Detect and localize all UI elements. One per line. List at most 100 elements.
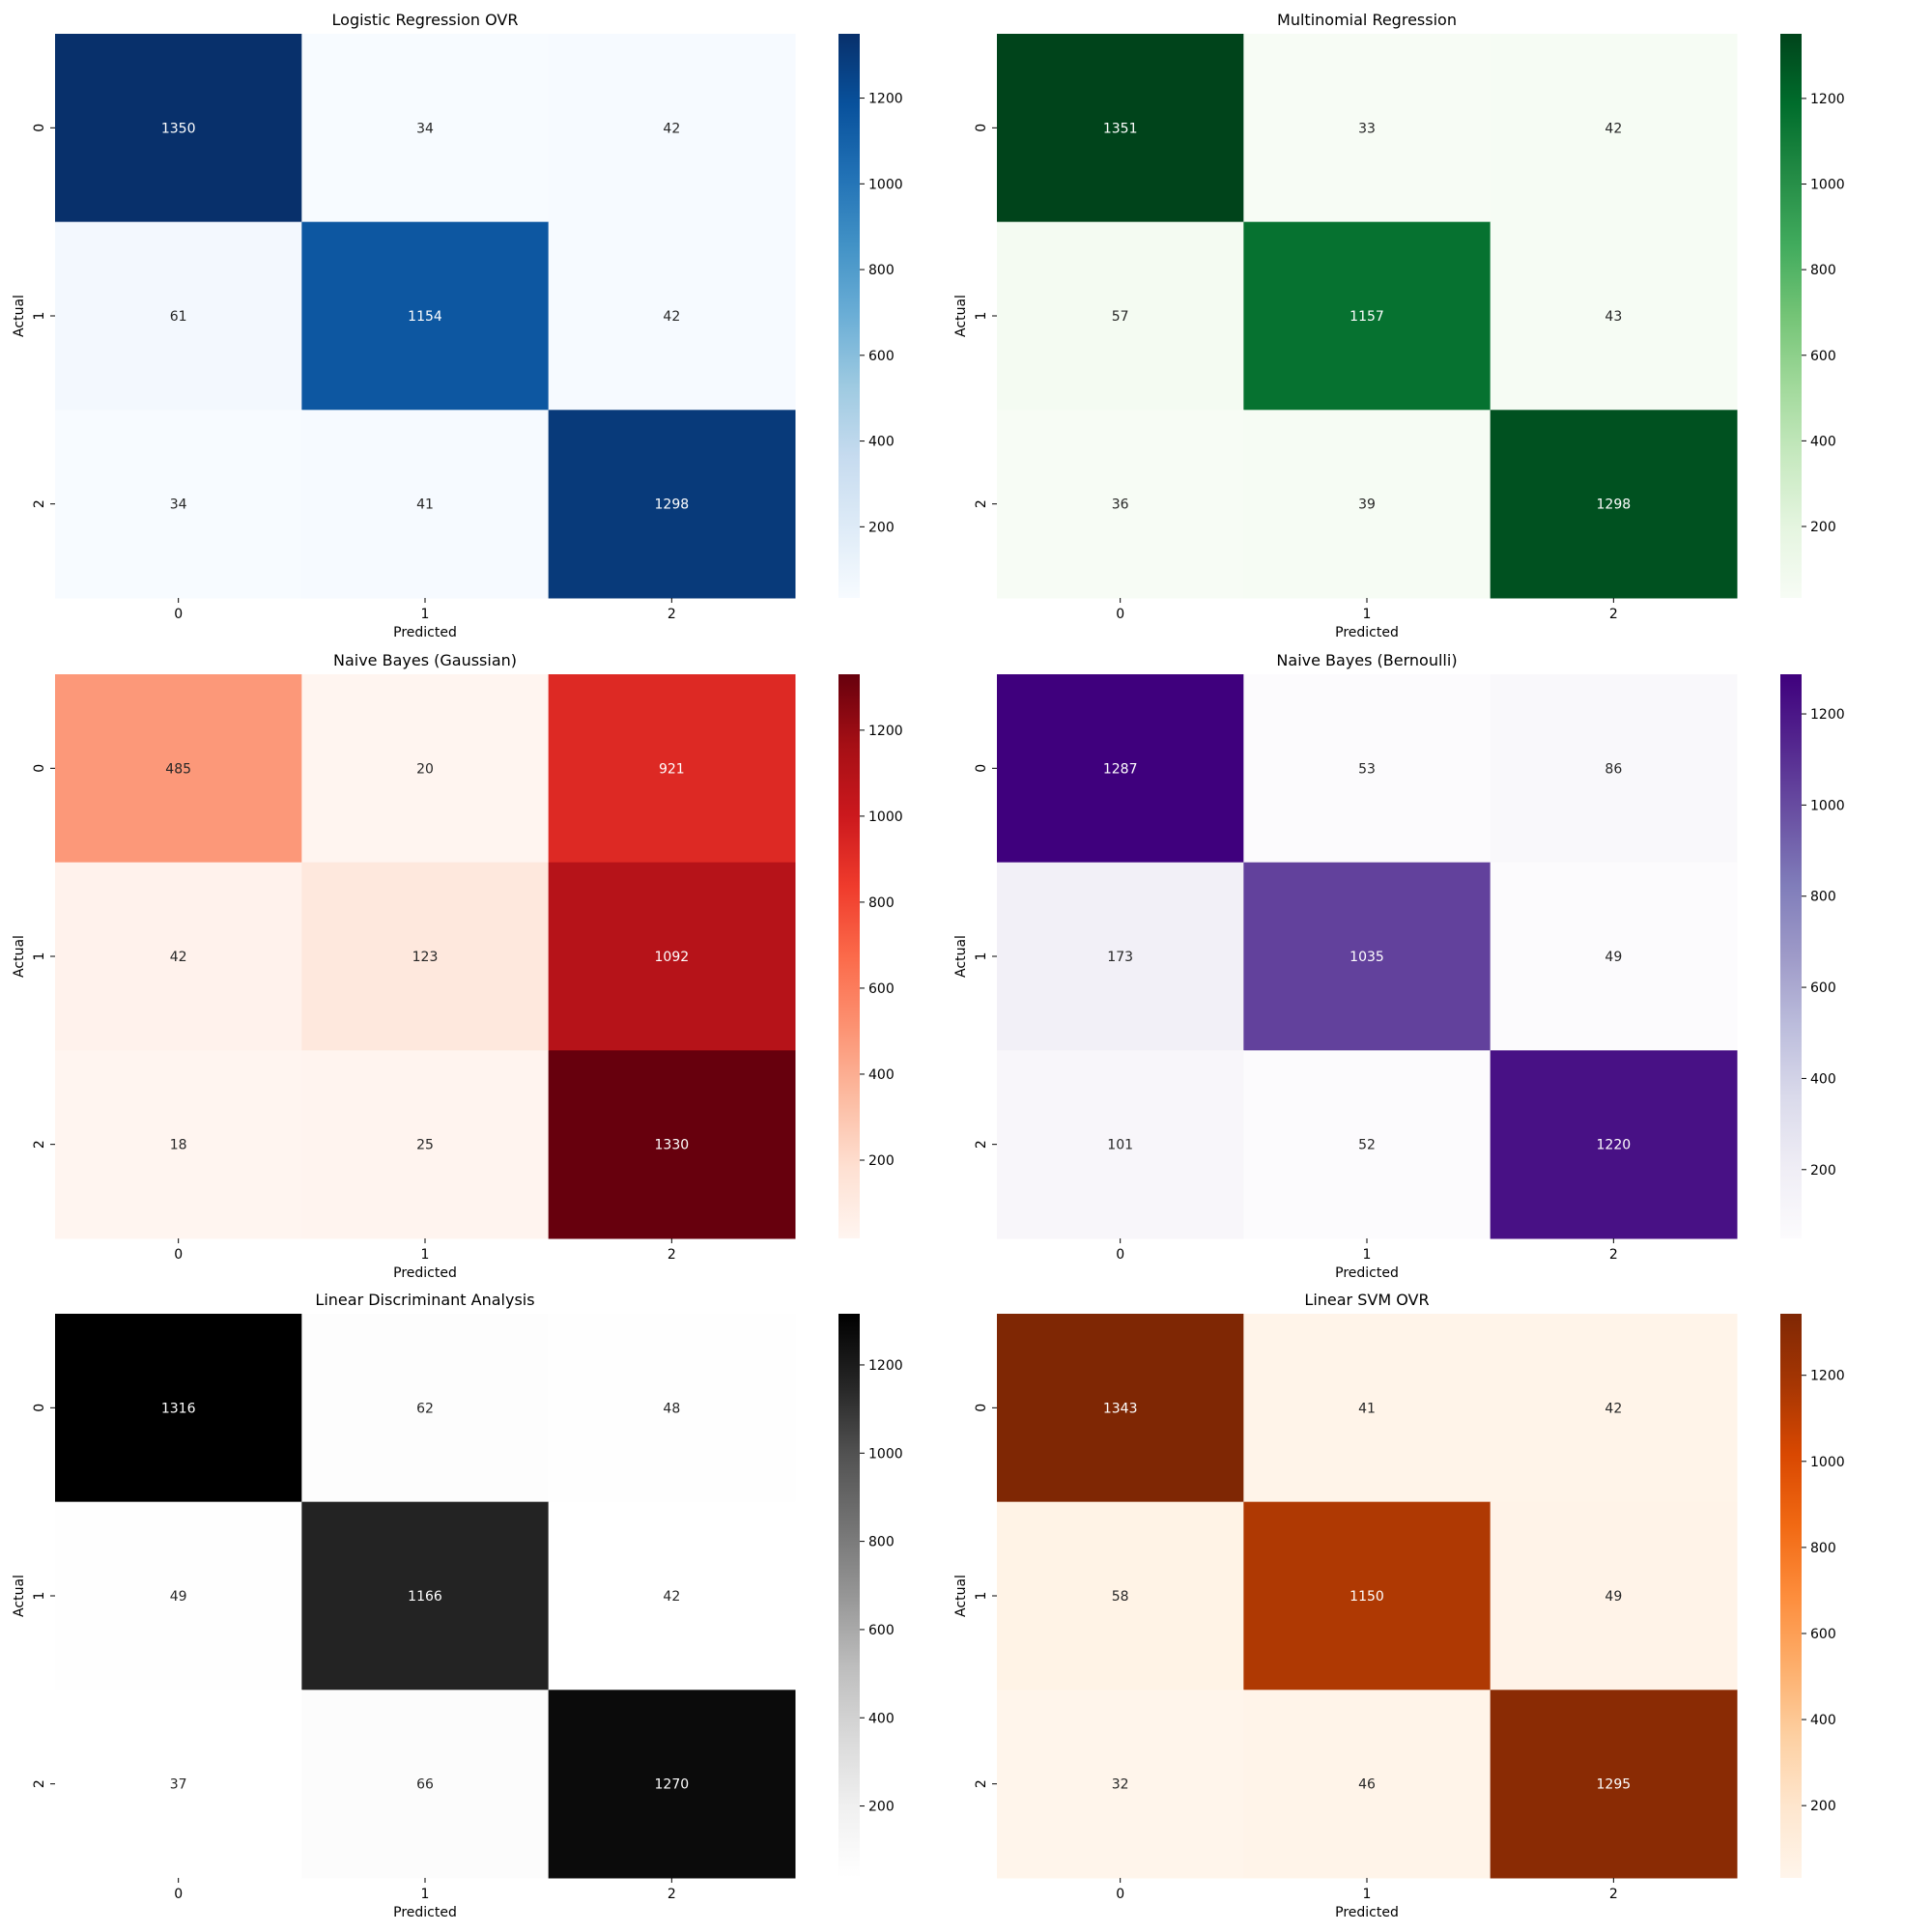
heatmap-cell xyxy=(1243,1314,1492,1503)
colorbar-tick-label: 1200 xyxy=(1810,707,1845,723)
cell-value-label: 42 xyxy=(1605,1401,1622,1416)
colorbar-tick-label: 200 xyxy=(1810,1799,1836,1814)
panel-title: Multinomial Regression xyxy=(1277,11,1457,29)
cell-value-label: 1295 xyxy=(1597,1777,1632,1793)
y-tick-label: 1 xyxy=(32,952,47,961)
cell-value-label: 18 xyxy=(170,1138,187,1153)
x-tick-label: 0 xyxy=(1116,1247,1124,1263)
cell-value-label: 1298 xyxy=(655,497,690,513)
cell-value-label: 1157 xyxy=(1350,309,1384,325)
cell-value-label: 37 xyxy=(170,1777,187,1793)
cell-value-label: 1298 xyxy=(1597,497,1632,513)
y-tick-label: 2 xyxy=(32,1140,47,1149)
cell-value-label: 1316 xyxy=(161,1401,196,1416)
heatmap-cell xyxy=(548,34,796,223)
cell-value-label: 1150 xyxy=(1350,1589,1384,1605)
x-tick-label: 1 xyxy=(1363,1887,1372,1902)
y-tick-label: 0 xyxy=(32,1404,47,1412)
cell-value-label: 42 xyxy=(663,1589,680,1605)
colorbar xyxy=(1780,674,1802,1238)
cell-value-label: 49 xyxy=(1605,950,1622,965)
heatmap-cell xyxy=(1243,34,1492,223)
cell-value-label: 1351 xyxy=(1103,121,1138,136)
colorbar-tick-label: 600 xyxy=(868,349,895,364)
colorbar-tick-label: 1200 xyxy=(1810,1369,1845,1384)
colorbar-tick-label: 1200 xyxy=(868,724,903,739)
heatmap-cell xyxy=(548,1314,796,1503)
heatmap-panel-5: 1343 41 42 58 1150 49 32 46 1295 Linear SVM OVR 0 1… xyxy=(953,1291,1845,1920)
heatmap-cell xyxy=(1243,1050,1492,1239)
x-tick-label: 0 xyxy=(1116,607,1124,622)
heatmap-cell xyxy=(1243,674,1492,864)
colorbar-tick-label: 800 xyxy=(1810,1541,1836,1556)
cell-value-label: 41 xyxy=(416,497,434,513)
y-tick-label: 2 xyxy=(974,1779,989,1788)
heatmap-cell xyxy=(55,1050,302,1239)
cell-value-label: 32 xyxy=(1112,1777,1129,1793)
cell-value-label: 49 xyxy=(170,1589,187,1605)
cell-value-label: 1330 xyxy=(655,1138,690,1153)
heatmap-panel-4: 1316 62 48 49 1166 42 37 66 1270 Linear Discrimin… xyxy=(12,1291,903,1920)
y-tick-label: 0 xyxy=(32,764,47,773)
cell-value-label: 66 xyxy=(416,1777,434,1793)
colorbar-tick-label: 600 xyxy=(1810,980,1836,996)
heatmap-cell xyxy=(301,1314,550,1503)
cell-value-label: 41 xyxy=(1358,1401,1376,1416)
cell-value-label: 39 xyxy=(1358,497,1376,513)
y-tick-label: 1 xyxy=(974,1592,989,1601)
panel-title: Logistic Regression OVR xyxy=(332,11,519,29)
colorbar-tick-label: 800 xyxy=(868,263,895,278)
x-tick-label: 2 xyxy=(1609,1247,1618,1263)
cell-value-label: 25 xyxy=(416,1138,434,1153)
cell-value-label: 48 xyxy=(663,1401,680,1416)
cell-value-label: 101 xyxy=(1107,1138,1133,1153)
heatmap-cell xyxy=(55,221,302,411)
cell-value-label: 36 xyxy=(1112,497,1129,513)
x-tick-label: 2 xyxy=(1609,1887,1618,1902)
y-tick-label: 0 xyxy=(974,124,989,132)
cell-value-label: 33 xyxy=(1358,121,1376,136)
cell-value-label: 34 xyxy=(416,121,434,136)
heatmap-cell xyxy=(301,34,550,223)
x-tick-label: 1 xyxy=(1363,1247,1372,1263)
colorbar-tick-label: 400 xyxy=(1810,1071,1836,1087)
colorbar-tick-label: 200 xyxy=(868,1153,895,1169)
colorbar-tick-label: 1000 xyxy=(868,810,903,825)
x-axis-label: Predicted xyxy=(393,1905,457,1920)
y-axis-label: Actual xyxy=(12,935,27,978)
y-axis-label: Actual xyxy=(953,295,969,337)
heatmap-cell xyxy=(55,1501,302,1690)
heatmap-cell xyxy=(1490,862,1738,1051)
colorbar-tick-label: 400 xyxy=(868,435,895,450)
cell-value-label: 42 xyxy=(170,950,187,965)
heatmap-cell xyxy=(55,410,302,599)
cell-value-label: 1035 xyxy=(1350,950,1384,965)
y-tick-label: 1 xyxy=(32,1592,47,1601)
cell-value-label: 123 xyxy=(412,950,439,965)
colorbar-tick-label: 600 xyxy=(868,1623,895,1638)
heatmap-cell xyxy=(1490,221,1738,411)
cell-value-label: 1350 xyxy=(161,121,196,136)
cell-value-label: 43 xyxy=(1605,309,1622,325)
cell-value-label: 57 xyxy=(1112,309,1129,325)
heatmap-cell xyxy=(548,1050,796,1239)
heatmap-cell xyxy=(301,1501,550,1690)
x-tick-label: 0 xyxy=(174,1887,183,1902)
heatmap-cell xyxy=(1490,1690,1738,1879)
y-tick-label: 2 xyxy=(32,1779,47,1788)
heatmap-cell xyxy=(997,1690,1244,1879)
cell-value-label: 86 xyxy=(1605,761,1622,777)
colorbar-tick-label: 1200 xyxy=(868,1358,903,1374)
colorbar-tick-label: 1000 xyxy=(868,1446,903,1462)
heatmap-cell xyxy=(1490,1314,1738,1503)
x-tick-label: 0 xyxy=(1116,1887,1124,1902)
panel-title: Naive Bayes (Bernoulli) xyxy=(1276,651,1457,669)
x-tick-label: 1 xyxy=(421,1887,430,1902)
colorbar-tick-label: 1000 xyxy=(1810,1455,1845,1470)
colorbar xyxy=(838,1314,860,1878)
x-tick-label: 0 xyxy=(174,607,183,622)
y-tick-label: 2 xyxy=(974,1140,989,1149)
colorbar-tick-label: 400 xyxy=(868,1711,895,1726)
